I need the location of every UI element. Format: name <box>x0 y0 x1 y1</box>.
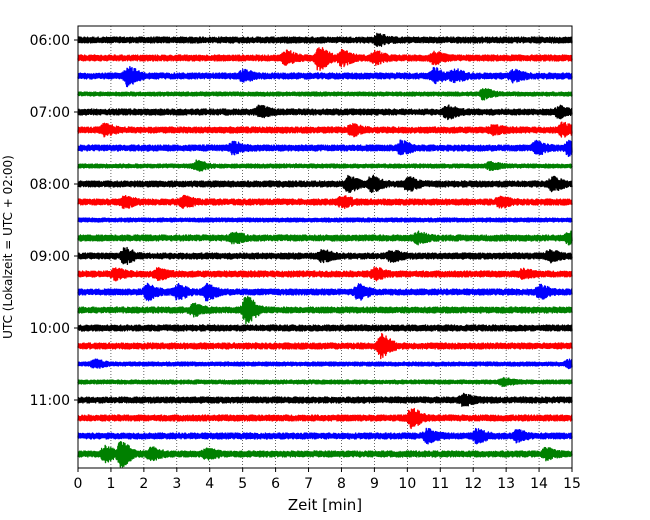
trace-0830 <box>77 217 573 223</box>
trace-0700 <box>77 104 573 121</box>
x-tick-label: 10 <box>398 476 416 492</box>
trace-0915 <box>77 266 573 282</box>
x-tick-label: 13 <box>497 476 515 492</box>
x-axis-label: Zeit [min] <box>288 496 362 514</box>
trace-1015 <box>77 332 573 360</box>
x-tick-label: 12 <box>464 476 482 492</box>
x-tick-label: 4 <box>205 476 214 492</box>
trace-0845 <box>77 230 573 246</box>
x-tick-label: 11 <box>431 476 449 492</box>
y-tick-label: 11:00 <box>30 393 70 409</box>
trace-1145 <box>77 441 573 468</box>
trace-0930 <box>77 282 573 302</box>
x-tick-label: 14 <box>530 476 548 492</box>
x-tick-label: 9 <box>370 476 379 492</box>
y-axis-label: UTC (Lokalzeit = UTC + 02:00) <box>1 155 15 339</box>
x-tick-label: 2 <box>139 476 148 492</box>
x-tick-label: 15 <box>563 476 581 492</box>
trace-0815 <box>77 194 573 210</box>
x-tick-label: 5 <box>238 476 247 492</box>
trace-0730 <box>77 139 573 158</box>
x-tick-label: 6 <box>271 476 280 492</box>
trace-1045 <box>77 376 573 388</box>
trace-0615 <box>77 47 573 71</box>
trace-0900 <box>77 246 573 266</box>
y-tick-label: 10:00 <box>30 321 70 337</box>
y-tick-label: 08:00 <box>30 177 70 193</box>
x-tick-label: 8 <box>337 476 346 492</box>
x-tick-label: 1 <box>106 476 115 492</box>
x-tick-label: 7 <box>304 476 313 492</box>
trace-0630 <box>77 65 573 88</box>
y-tick-label: 06:00 <box>30 33 70 49</box>
trace-1030 <box>77 358 573 370</box>
trace-1130 <box>77 427 573 445</box>
plot-frame <box>77 25 573 469</box>
trace-0715 <box>77 121 573 138</box>
x-tick-label: 3 <box>172 476 181 492</box>
trace-0645 <box>77 87 573 101</box>
y-axis-ticks: 06:00 07:00 08:00 09:00 10:00 11:00 <box>30 33 78 409</box>
y-tick-label: 09:00 <box>30 249 70 265</box>
trace-1000 <box>77 324 573 332</box>
y-tick-label: 07:00 <box>30 105 70 121</box>
trace-1100 <box>77 392 573 407</box>
trace-1115 <box>77 407 573 430</box>
trace-0945 <box>77 295 573 325</box>
x-tick-label: 0 <box>74 476 83 492</box>
trace-0800 <box>77 174 573 194</box>
seismic-traces <box>77 32 573 468</box>
trace-0745 <box>77 159 573 172</box>
x-axis-ticks: 0 1 2 3 4 5 6 7 8 9 10 11 12 13 14 15 <box>74 468 581 492</box>
trace-0600 <box>77 32 573 48</box>
